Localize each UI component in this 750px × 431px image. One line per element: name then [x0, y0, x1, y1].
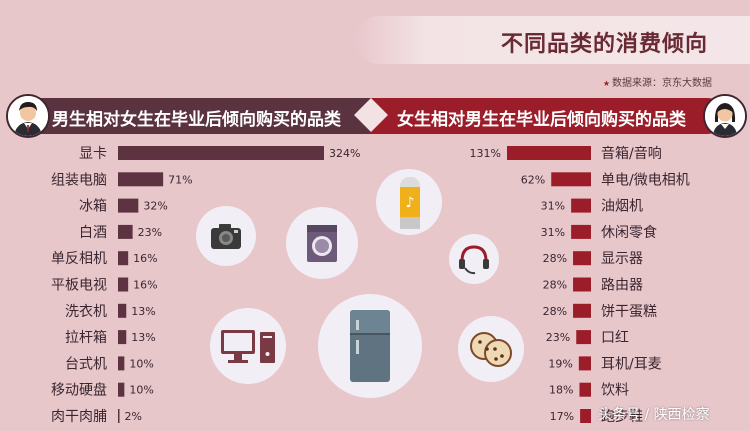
left-category-label: 单反相机	[51, 251, 107, 267]
left-bar	[118, 303, 127, 318]
washing-machine-icon	[286, 207, 358, 279]
left-category-label: 白酒	[79, 225, 107, 241]
desktop-computer-icon	[210, 308, 286, 384]
left-bar	[118, 172, 164, 187]
right-header-text: 女生相对男生在毕业后倾向购买的品类	[397, 110, 686, 130]
left-value-label: 16%	[133, 252, 157, 265]
headset-icon	[449, 234, 499, 284]
title-banner: 不同品类的消费倾向	[355, 16, 750, 64]
smart-speaker-icon: ♪	[376, 169, 442, 235]
left-value-label: 16%	[133, 279, 157, 292]
left-value-label: 2%	[125, 410, 142, 423]
left-category-label: 洗衣机	[65, 304, 107, 320]
camera-icon	[196, 206, 256, 266]
left-bar	[118, 356, 125, 371]
star-icon: ★	[602, 79, 610, 88]
left-category-label: 拉杆箱	[65, 330, 107, 346]
left-bar	[118, 382, 125, 397]
refrigerator-icon	[318, 294, 422, 398]
left-value-label: 324%	[329, 147, 360, 160]
data-source-text: 数据来源：京东大数据	[612, 78, 712, 89]
left-bar	[118, 277, 129, 292]
left-bar	[118, 198, 139, 213]
left-bar	[118, 146, 324, 160]
left-category-label: 组装电脑	[51, 172, 107, 188]
left-value-label: 23%	[138, 226, 162, 239]
female-avatar-icon	[703, 94, 747, 138]
left-bar	[118, 409, 120, 423]
left-header-bar: 男生相对女生在毕业后倾向购买的品类	[10, 98, 380, 134]
left-value-label: 10%	[129, 384, 153, 397]
svg-text:♪: ♪	[406, 195, 415, 211]
male-avatar-icon	[6, 94, 50, 138]
left-value-label: 71%	[168, 173, 192, 186]
left-category-label: 台式机	[65, 356, 107, 372]
left-bar	[118, 330, 127, 345]
left-bar	[118, 251, 129, 266]
left-header-text: 男生相对女生在毕业后倾向购买的品类	[52, 110, 341, 130]
left-value-label: 32%	[143, 200, 167, 213]
left-category-label: 移动硬盘	[51, 382, 107, 399]
left-category-label: 肉干肉脯	[51, 409, 107, 425]
page-title: 不同品类的消费倾向	[500, 32, 708, 57]
left-value-label: 13%	[131, 331, 155, 344]
left-category-label: 平板电视	[51, 278, 107, 294]
cookies-icon	[458, 316, 524, 382]
right-header-bar: 女生相对男生在毕业后倾向购买的品类	[370, 98, 726, 134]
watermark-text: 头条号 / 陕西检察	[598, 407, 710, 423]
left-bar	[118, 224, 133, 239]
left-category-label: 冰箱	[79, 199, 107, 215]
left-value-label: 13%	[131, 305, 155, 318]
left-category-label: 显卡	[79, 146, 107, 162]
left-value-label: 10%	[129, 357, 153, 370]
data-source-note: ★ 数据来源：京东大数据	[603, 74, 712, 89]
